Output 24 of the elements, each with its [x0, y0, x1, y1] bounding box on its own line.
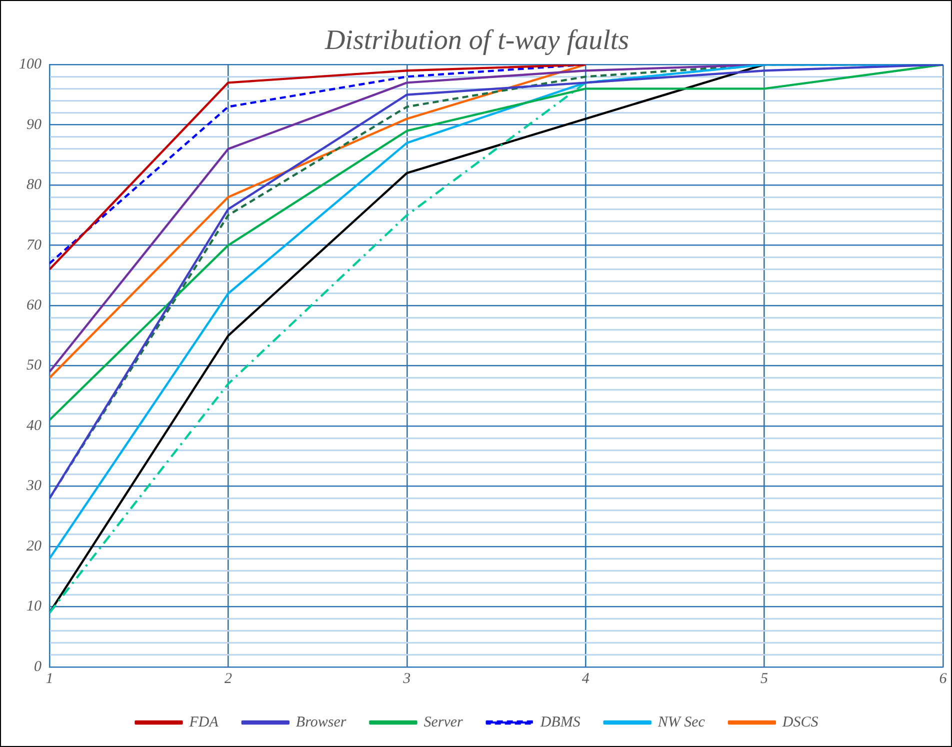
y-tick-label: 60 — [26, 297, 42, 314]
y-tick-label: 90 — [26, 116, 42, 133]
x-tick-label: 5 — [760, 670, 769, 687]
y-tick-label: 50 — [26, 358, 42, 374]
legend-label: FDA — [188, 714, 220, 730]
y-tick-label: 70 — [26, 237, 42, 254]
legend-label: Browser — [296, 714, 346, 730]
y-tick-label: 20 — [26, 538, 42, 554]
y-tick-label: 0 — [34, 658, 42, 675]
y-tick-label: 100 — [19, 56, 42, 73]
x-tick-label: 6 — [939, 670, 948, 687]
y-tick-label: 80 — [26, 177, 42, 194]
y-tick-label: 10 — [26, 598, 42, 615]
x-tick-label: 2 — [224, 670, 232, 687]
x-tick-label: 4 — [582, 670, 590, 687]
legend-label: DBMS — [539, 714, 581, 730]
y-tick-label: 30 — [26, 478, 42, 494]
y-tick-label: 40 — [26, 418, 42, 434]
legend-label: NW Sec — [656, 714, 706, 730]
legend-label: Server — [424, 714, 464, 730]
x-tick-label: 1 — [46, 670, 54, 687]
x-tick-label: 3 — [402, 670, 411, 687]
legend-label: DSCS — [781, 714, 819, 730]
chart-title: Distribution of t-way faults — [324, 25, 630, 56]
